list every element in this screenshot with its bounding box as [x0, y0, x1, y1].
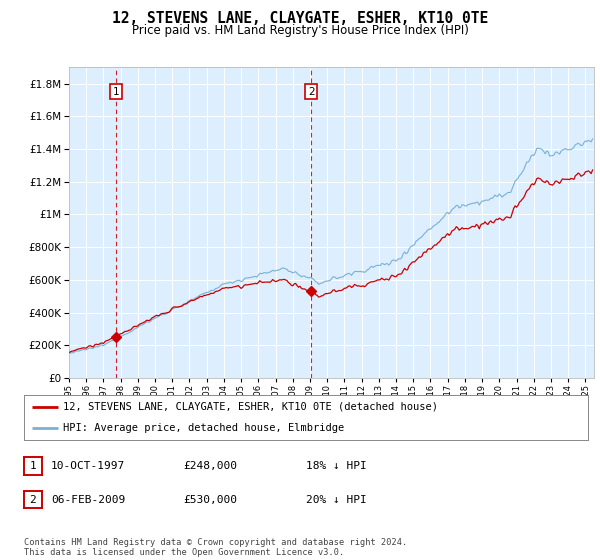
Text: 12, STEVENS LANE, CLAYGATE, ESHER, KT10 0TE (detached house): 12, STEVENS LANE, CLAYGATE, ESHER, KT10 … — [64, 402, 439, 412]
Text: HPI: Average price, detached house, Elmbridge: HPI: Average price, detached house, Elmb… — [64, 423, 345, 433]
Text: 20% ↓ HPI: 20% ↓ HPI — [306, 494, 367, 505]
Text: 18% ↓ HPI: 18% ↓ HPI — [306, 461, 367, 471]
Text: £530,000: £530,000 — [183, 494, 237, 505]
Text: 2: 2 — [29, 494, 37, 505]
Text: £248,000: £248,000 — [183, 461, 237, 471]
Text: 1: 1 — [29, 461, 37, 471]
Text: 12, STEVENS LANE, CLAYGATE, ESHER, KT10 0TE: 12, STEVENS LANE, CLAYGATE, ESHER, KT10 … — [112, 11, 488, 26]
Text: Contains HM Land Registry data © Crown copyright and database right 2024.
This d: Contains HM Land Registry data © Crown c… — [24, 538, 407, 557]
Text: 06-FEB-2009: 06-FEB-2009 — [51, 494, 125, 505]
Text: 1: 1 — [113, 87, 119, 97]
Text: 2: 2 — [308, 87, 315, 97]
Text: Price paid vs. HM Land Registry's House Price Index (HPI): Price paid vs. HM Land Registry's House … — [131, 24, 469, 36]
Text: 10-OCT-1997: 10-OCT-1997 — [51, 461, 125, 471]
